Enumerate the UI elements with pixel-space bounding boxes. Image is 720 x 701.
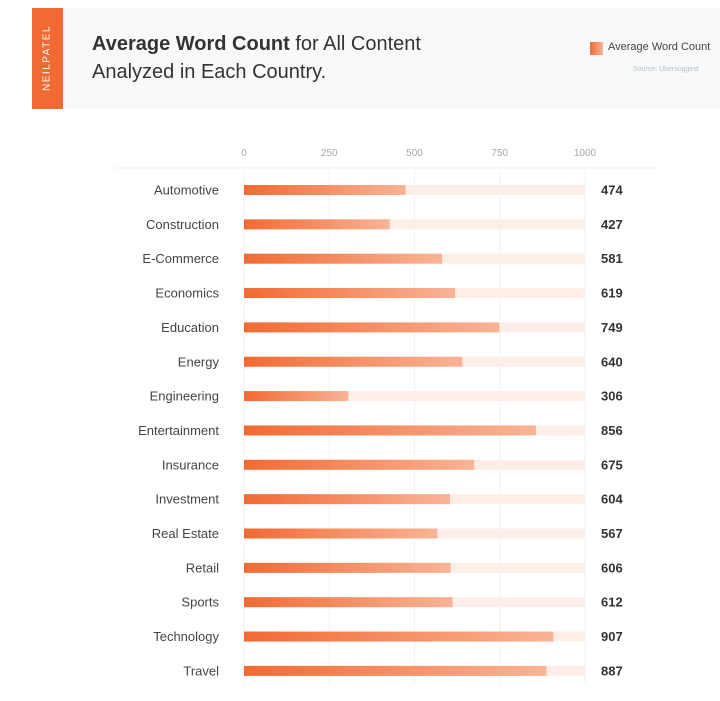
value-label: 474: [601, 183, 623, 198]
value-label: 640: [601, 354, 623, 369]
value-label: 604: [601, 492, 623, 507]
category-label: Insurance: [162, 457, 219, 472]
category-label: Retail: [186, 560, 219, 575]
bar-row: Real Estate 567: [152, 526, 623, 541]
x-tick-label: 1000: [574, 148, 597, 159]
category-label: Education: [161, 320, 219, 335]
bar-track: [244, 185, 585, 195]
value-label: 907: [601, 629, 623, 644]
bar: [244, 597, 453, 608]
chart-header: NEILPATEL Average Word Count for All Con…: [32, 8, 720, 109]
value-label: 612: [601, 595, 623, 610]
bar-row: Economics 619: [155, 286, 622, 301]
bar: [244, 322, 500, 333]
bar: [244, 425, 536, 436]
bar: [244, 391, 349, 402]
bar-row: Insurance 675: [162, 457, 623, 472]
value-label: 887: [601, 663, 623, 678]
bar-row: Energy 640: [178, 354, 623, 369]
bar: [244, 219, 390, 230]
category-label: Automotive: [154, 183, 219, 198]
brand-logo-text: NEILPATEL: [41, 25, 53, 91]
bar-rows: Automotive 474 Construction 427 E-Commerce 58…: [138, 183, 623, 679]
category-label: Construction: [146, 217, 219, 232]
x-tick-label: 0: [241, 148, 247, 159]
bar-row: Construction 427: [146, 217, 623, 232]
bar-row: Sports 612: [181, 595, 622, 610]
legend-swatch: [590, 42, 603, 55]
bar-row: Education 749: [161, 320, 623, 335]
value-label: 675: [601, 457, 623, 472]
x-tick-label: 500: [406, 148, 423, 159]
bar-row: Engineering 306: [150, 389, 623, 404]
chart-title-line2: Analyzed in Each Country.: [92, 61, 327, 83]
bar-row: E-Commerce 581: [142, 251, 622, 266]
bar-row: Automotive 474: [154, 183, 624, 198]
value-label: 581: [601, 251, 623, 266]
bar-row: Travel 887: [183, 663, 622, 678]
category-label: E-Commerce: [142, 251, 219, 266]
chart-title-rest: for All Content: [289, 33, 421, 55]
category-label: Economics: [155, 286, 219, 301]
bar: [244, 528, 438, 539]
brand-strip: NEILPATEL: [32, 8, 63, 109]
value-label: 606: [601, 560, 623, 575]
value-label: 306: [601, 389, 623, 404]
value-label: 567: [601, 526, 623, 541]
bar: [244, 459, 475, 470]
category-label: Entertainment: [138, 423, 219, 438]
bar: [244, 288, 456, 299]
bar: [244, 185, 406, 195]
category-label: Travel: [183, 663, 219, 678]
category-label: Engineering: [150, 389, 219, 404]
bar: [244, 356, 463, 367]
category-label: Energy: [178, 354, 220, 369]
chart-title: Average Word Count for All Content Analyz…: [92, 30, 512, 86]
bar-track: [244, 219, 585, 230]
bar-track: [244, 391, 585, 402]
value-label: 856: [601, 423, 623, 438]
bar: [244, 665, 547, 676]
bar: [244, 494, 450, 505]
bar-row: Technology 907: [153, 629, 622, 644]
bar-chart: 0 250 500 750 1000 Automotive 474 Construction…: [115, 148, 655, 683]
category-label: Sports: [181, 595, 219, 610]
bar-row: Retail 606: [186, 560, 623, 575]
x-tick-label: 250: [321, 148, 338, 159]
category-label: Investment: [155, 492, 219, 507]
source-note: Source: Ubersuggest: [633, 66, 699, 73]
chart-title-bold: Average Word Count: [92, 33, 290, 55]
value-label: 427: [601, 217, 623, 232]
bar-row: Investment 604: [155, 492, 623, 507]
legend-label: Average Word Count: [608, 41, 711, 53]
value-label: 749: [601, 320, 623, 335]
bar: [244, 562, 451, 573]
x-tick-label: 750: [491, 148, 508, 159]
x-tick-labels: 0 250 500 750 1000: [241, 148, 596, 159]
value-label: 619: [601, 286, 623, 301]
bar: [244, 253, 443, 264]
bar: [244, 631, 554, 642]
category-label: Real Estate: [152, 526, 219, 541]
category-label: Technology: [153, 629, 219, 644]
bar-row: Entertainment 856: [138, 423, 623, 438]
